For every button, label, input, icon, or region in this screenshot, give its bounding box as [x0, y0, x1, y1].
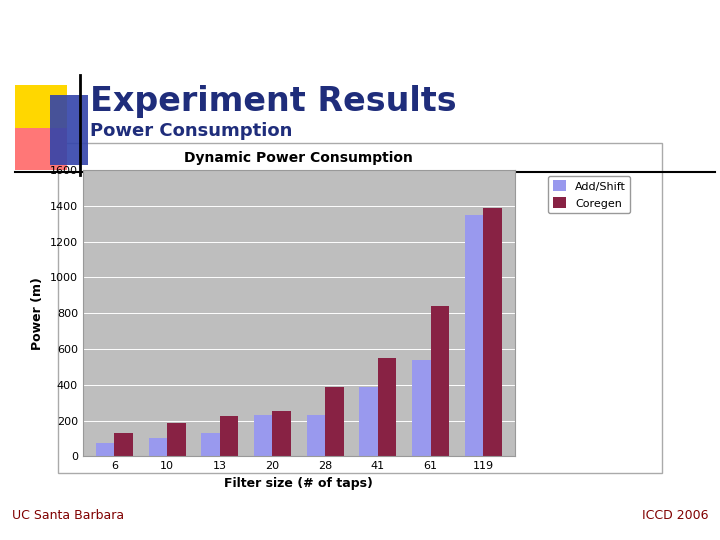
- Bar: [50, 95, 88, 165]
- Bar: [167, 423, 186, 456]
- Bar: [272, 411, 291, 456]
- Legend: Add/Shift, Coregen: Add/Shift, Coregen: [548, 176, 630, 213]
- Bar: [96, 443, 114, 456]
- Text: UC Santa Barbara: UC Santa Barbara: [12, 509, 124, 522]
- Bar: [307, 415, 325, 456]
- Bar: [15, 128, 67, 170]
- Bar: [325, 387, 343, 456]
- Text: Power Consumption: Power Consumption: [90, 122, 292, 140]
- X-axis label: Filter size (# of taps): Filter size (# of taps): [225, 477, 373, 490]
- Bar: [148, 438, 167, 456]
- Text: ICCD 2006: ICCD 2006: [642, 509, 708, 522]
- Bar: [359, 387, 378, 456]
- Bar: [378, 358, 396, 456]
- Bar: [412, 360, 431, 456]
- Bar: [483, 208, 502, 456]
- Bar: [15, 85, 67, 130]
- Y-axis label: Power (m): Power (m): [31, 277, 44, 349]
- Bar: [114, 433, 133, 456]
- Bar: [202, 433, 220, 456]
- Bar: [254, 415, 272, 456]
- Bar: [220, 416, 238, 456]
- Bar: [431, 306, 449, 456]
- Bar: [464, 215, 483, 456]
- Text: Experiment Results: Experiment Results: [90, 85, 456, 118]
- Title: Dynamic Power Consumption: Dynamic Power Consumption: [184, 151, 413, 165]
